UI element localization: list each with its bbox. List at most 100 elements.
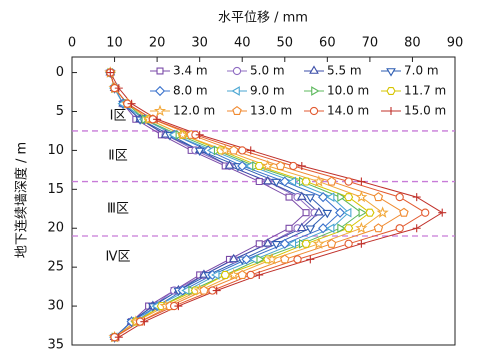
data-point <box>373 223 384 233</box>
data-point <box>237 269 247 279</box>
legend-marker <box>154 85 166 97</box>
legend-label: 8.0 m <box>173 84 208 98</box>
data-point <box>285 193 293 201</box>
y-tick-label: 15 <box>47 182 64 197</box>
data-point <box>220 270 230 279</box>
x-tick-label: 10 <box>106 36 123 51</box>
legend-marker <box>232 106 242 116</box>
data-point <box>412 224 421 233</box>
legend-marker <box>156 67 164 75</box>
legend-label: 5.0 m <box>250 64 285 78</box>
legend-label: 14.0 m <box>327 104 369 118</box>
legend-marker <box>387 107 395 115</box>
data-point <box>297 161 306 170</box>
legend-label: 5.5 m <box>327 64 362 78</box>
data-point <box>296 191 307 200</box>
data-point <box>357 239 366 248</box>
data-point <box>322 209 333 219</box>
data-point <box>238 146 247 155</box>
data-point <box>224 160 235 169</box>
data-point <box>279 176 290 187</box>
data-point <box>365 208 375 217</box>
data-point <box>256 254 265 265</box>
x-tick-label: 60 <box>319 36 336 51</box>
data-point <box>106 68 115 77</box>
data-point <box>326 176 337 186</box>
legend-marker <box>386 68 396 77</box>
x-tick-label: 50 <box>277 36 294 51</box>
data-point <box>285 224 293 232</box>
series-line <box>109 72 329 338</box>
legend-label: 9.0 m <box>250 84 285 98</box>
x-tick-label: 70 <box>362 36 379 51</box>
data-point <box>344 239 353 248</box>
data-point <box>421 208 430 217</box>
y-tick-label: 25 <box>47 260 64 275</box>
data-point <box>326 238 337 248</box>
legend-label: 13.0 m <box>250 104 292 118</box>
data-point <box>335 207 346 218</box>
data-point <box>211 270 220 280</box>
data-point <box>312 175 325 187</box>
data-point <box>306 255 315 264</box>
data-point <box>255 270 264 279</box>
data-point <box>325 192 335 202</box>
data-point <box>287 238 297 249</box>
y-tick-label: 0 <box>56 65 64 80</box>
x-tick-label: 90 <box>447 36 464 51</box>
data-point <box>255 240 263 248</box>
legend-label: 15.0 m <box>404 104 446 118</box>
legend-marker <box>232 66 242 76</box>
data-point <box>127 99 136 108</box>
data-point <box>395 224 404 233</box>
data-point <box>287 176 297 187</box>
data-point <box>301 239 311 248</box>
data-point <box>219 144 232 156</box>
legend-label: 7.0 m <box>404 64 439 78</box>
y-tick-label: 35 <box>47 338 64 350</box>
data-point <box>227 268 240 281</box>
data-point <box>325 223 335 234</box>
data-point <box>275 160 286 170</box>
plot-frame <box>71 56 456 346</box>
legend-marker <box>311 86 320 96</box>
data-point <box>399 207 409 217</box>
x-tick-label: 30 <box>191 36 208 51</box>
legend-marker <box>309 106 319 116</box>
data-point <box>265 252 279 265</box>
zone-label: Ⅱ区 <box>108 149 127 164</box>
data-point <box>246 270 255 280</box>
data-point <box>343 207 352 218</box>
x-tick-label: 40 <box>234 36 251 51</box>
legend-marker <box>231 86 240 96</box>
data-point <box>357 177 366 186</box>
y-tick-label: 5 <box>56 104 64 119</box>
data-point <box>228 145 239 155</box>
data-point <box>174 302 183 311</box>
data-point <box>337 223 346 234</box>
zone-label: Ⅲ区 <box>107 201 129 216</box>
legend-marker <box>309 65 319 74</box>
data-point <box>199 285 209 295</box>
x-tick-label: 20 <box>149 36 166 51</box>
data-point <box>355 221 368 234</box>
data-point <box>344 177 353 186</box>
y-tick-label: 30 <box>47 299 64 314</box>
y-axis-label: 地下连续墙深度 / m <box>14 142 30 258</box>
data-point <box>114 333 123 342</box>
legend-label: 11.7 m <box>404 84 446 98</box>
data-point <box>302 209 310 217</box>
x-axis-label: 水平位移 / mm <box>218 11 308 26</box>
legend-label: 12.0 m <box>173 104 215 118</box>
x-tick-label: 80 <box>404 36 421 51</box>
data-point <box>289 161 298 171</box>
data-point <box>395 192 404 202</box>
data-point <box>343 224 354 233</box>
data-point <box>280 254 290 264</box>
data-point <box>412 193 421 202</box>
data-point <box>194 147 205 157</box>
data-point <box>373 192 384 202</box>
data-point <box>237 160 248 172</box>
